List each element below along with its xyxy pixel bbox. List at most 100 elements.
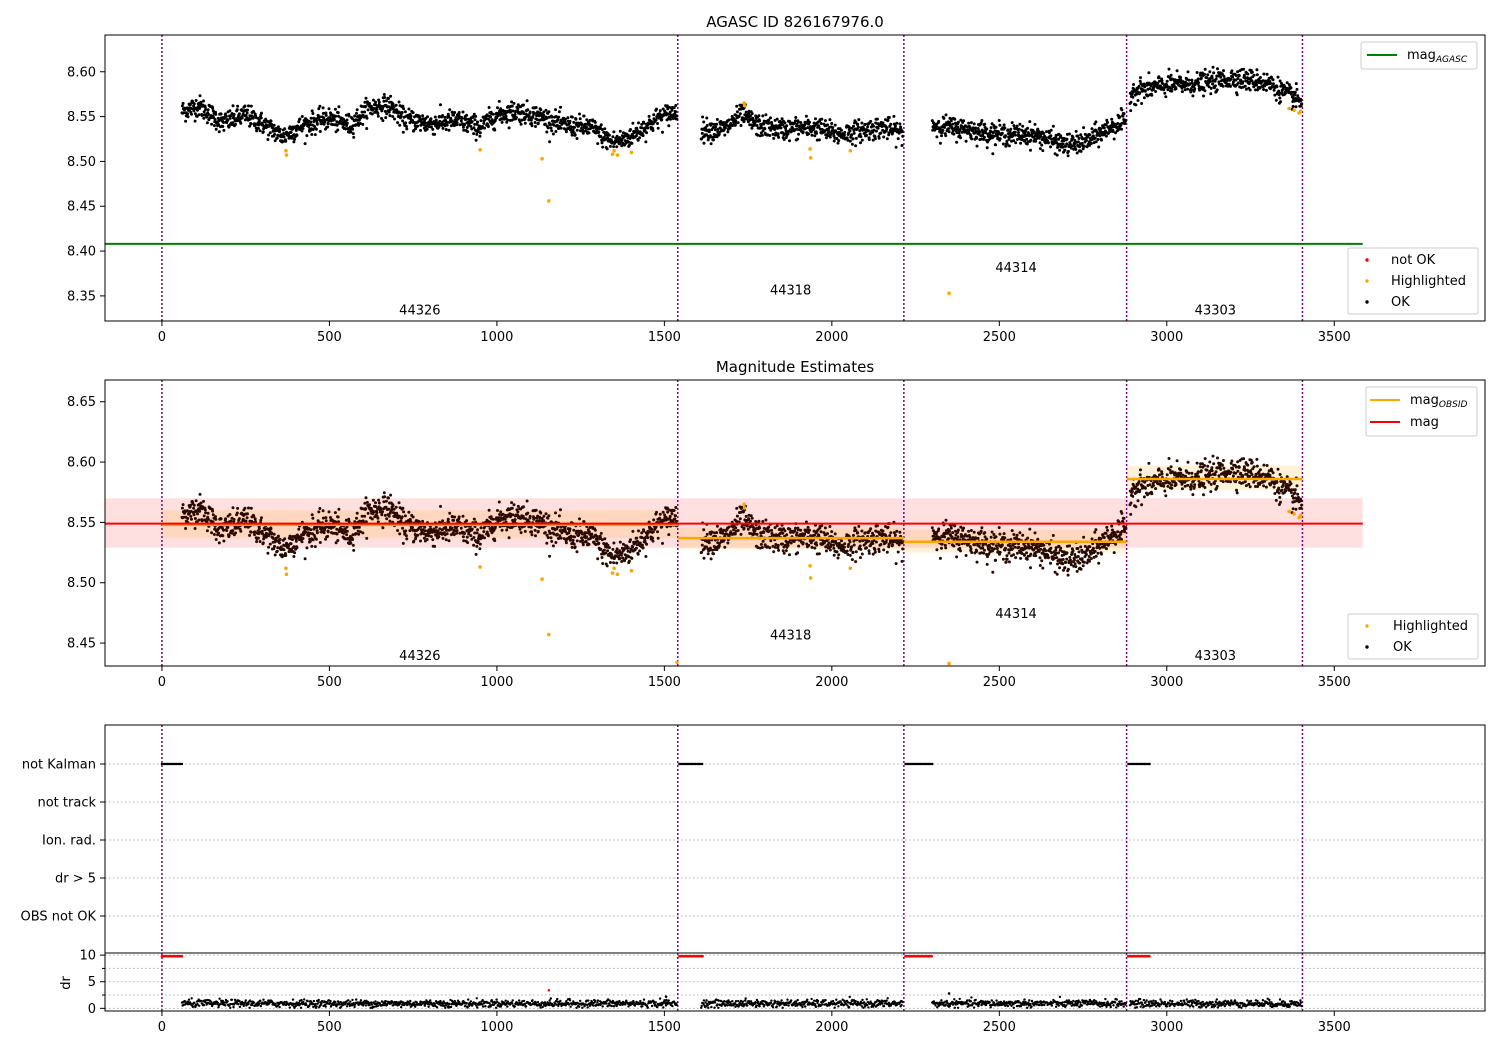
ok-point (466, 541, 470, 545)
ok-point (744, 514, 748, 518)
ok-point (493, 525, 497, 529)
ok-point (293, 551, 297, 555)
ok-point (1222, 74, 1226, 78)
ok-point (523, 121, 527, 125)
ok-point (651, 536, 655, 540)
ok-point (532, 111, 536, 115)
ok-point (630, 556, 634, 560)
ok-point (806, 525, 810, 529)
ok-point (478, 131, 482, 135)
ok-point (957, 131, 961, 135)
ok-point (1277, 89, 1281, 93)
ok-point (1152, 87, 1155, 91)
ok-point (563, 117, 567, 121)
ok-point (317, 107, 321, 111)
ok-point (1017, 131, 1020, 134)
ok-point (405, 537, 409, 541)
ok-point (258, 540, 262, 543)
ok-point (759, 542, 763, 546)
ok-point (186, 517, 190, 520)
ok-point (769, 128, 773, 132)
ok-point (193, 517, 197, 520)
ok-point (550, 539, 554, 543)
ok-point (866, 125, 870, 129)
ok-point (513, 113, 517, 116)
ok-point (534, 106, 538, 109)
ok-point (860, 529, 864, 533)
ok-point (877, 136, 881, 140)
ok-point (761, 520, 765, 523)
ok-point (1069, 146, 1073, 150)
ok-point (486, 125, 490, 129)
ok-point (1140, 102, 1144, 105)
ok-point (815, 543, 819, 547)
ok-point (441, 126, 445, 130)
ok-point (944, 134, 948, 138)
ok-point (423, 121, 427, 125)
ok-point (391, 504, 395, 507)
ok-point (739, 124, 743, 127)
ok-point (947, 127, 950, 131)
ok-point (777, 548, 781, 552)
ok-point (832, 546, 836, 550)
ok-point (1050, 137, 1054, 141)
ok-point (262, 537, 266, 541)
ok-point (1246, 72, 1250, 76)
ok-point (450, 526, 454, 530)
ok-point (629, 538, 632, 542)
ok-point (1033, 122, 1037, 126)
ok-point (1196, 77, 1200, 81)
ok-point (455, 121, 459, 125)
ok-point (1213, 84, 1217, 88)
ok-point (272, 123, 276, 127)
ok-point (211, 109, 215, 113)
ok-point (830, 530, 834, 534)
ok-point (352, 135, 356, 139)
ok-point (593, 528, 597, 532)
ok-point (623, 547, 627, 550)
ok-point (949, 119, 953, 123)
ok-point (1215, 88, 1219, 92)
ok-point (493, 128, 497, 132)
ok-point (721, 531, 725, 535)
ok-point (396, 121, 400, 125)
ok-point (358, 530, 362, 534)
ok-point (651, 539, 655, 543)
ok-point (828, 135, 832, 139)
ok-point (534, 534, 537, 538)
ok-point (974, 126, 978, 130)
ok-point (449, 116, 453, 120)
ok-point (382, 99, 386, 103)
ok-point (287, 544, 291, 547)
ok-point (584, 539, 588, 543)
ok-point (559, 536, 563, 540)
ok-point (675, 519, 678, 523)
ok-point (452, 518, 456, 522)
ok-point (500, 528, 504, 532)
ok-point (773, 128, 777, 131)
ok-point (1179, 78, 1183, 82)
ok-point (1012, 139, 1016, 143)
ok-point (391, 102, 395, 106)
ok-point (872, 124, 875, 128)
ok-point (219, 112, 223, 116)
ok-point (620, 144, 624, 148)
ok-point (585, 118, 589, 122)
ok-point (749, 524, 753, 528)
ok-point (206, 511, 210, 515)
ok-point (405, 127, 409, 131)
ok-point (1210, 76, 1214, 80)
ok-point (429, 117, 433, 121)
ok-point (337, 520, 340, 524)
ok-point (863, 122, 867, 126)
ok-point (702, 141, 706, 145)
ok-point (702, 556, 706, 560)
ok-point (232, 112, 236, 116)
ok-point (251, 116, 255, 120)
ok-point (243, 118, 247, 122)
ok-point (448, 108, 452, 112)
ok-point (828, 118, 832, 122)
ok-point (445, 121, 449, 124)
ok-point (631, 133, 635, 137)
ok-point (577, 533, 581, 537)
